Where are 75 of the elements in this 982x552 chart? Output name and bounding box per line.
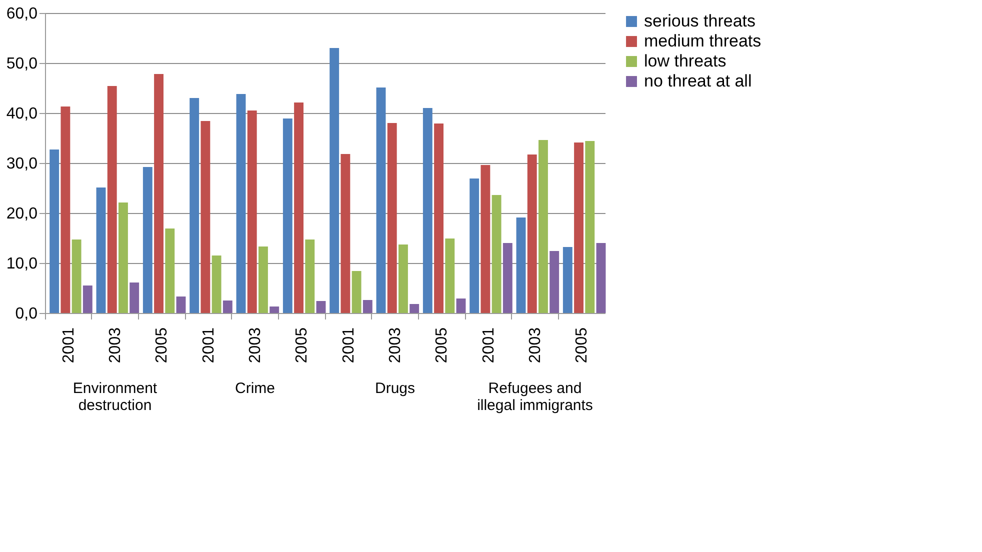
bar [434,124,444,313]
legend-label: no threat at all [644,72,752,90]
bar [538,140,548,313]
x-tick-label: 2005 [574,327,591,364]
bar [574,142,584,313]
bar [585,141,595,313]
y-tick-label: 10,0 [6,256,38,272]
bar [282,118,292,313]
y-tick-label: 40,0 [6,106,38,122]
text: Environment destruction [72,380,158,414]
y-tick-label: 60,0 [6,6,38,22]
bar [294,102,304,313]
y-tick-label: 20,0 [6,206,38,222]
bar [305,240,315,313]
text: Refugees and illegal immigrants [477,380,593,414]
bar [502,243,512,313]
legend-label: low threats [644,52,726,70]
bar [82,286,92,313]
bar [340,154,350,313]
bar [96,188,106,313]
bar [562,247,572,313]
bar [470,178,480,313]
bar [176,296,186,313]
x-tick-label: 2005 [434,327,451,364]
bar [270,306,280,313]
bar [422,108,432,313]
bar [118,202,128,313]
x-tick-label: 2003 [527,327,544,364]
bar [352,271,362,313]
x-tick-label: 2001 [340,327,358,364]
x-tick-label: 2001 [60,327,78,364]
bar [212,256,222,313]
bar [445,238,455,313]
bar [316,301,326,313]
bar [60,106,70,313]
bar [50,150,60,313]
bar [480,165,490,313]
y-tick-label: 30,0 [6,156,38,172]
bar [410,304,420,313]
bar [330,48,340,313]
text: Crime [235,380,275,397]
text: Drugs [374,380,416,397]
bar [456,298,466,313]
x-tick-label: 2001 [200,327,218,364]
bar [247,110,257,313]
bar [492,195,502,313]
x-tick-label: 2003 [387,327,404,364]
bar [376,88,386,313]
bar [222,300,232,313]
legend-label: medium threats [644,32,762,50]
bar [387,123,397,313]
bar [72,240,82,313]
bar [516,218,526,313]
bar [398,244,408,313]
x-tick-label: 2005 [294,327,311,364]
bar [165,228,175,313]
bar [236,94,246,313]
x-tick-label: 2001 [480,327,498,364]
bar [550,251,560,313]
y-tick-label: 0,0 [15,306,38,322]
bar [258,246,268,313]
x-tick-label: 2003 [107,327,124,364]
bar [362,300,372,313]
bar [130,282,140,313]
bar [527,154,537,313]
x-tick-label: 2003 [247,327,264,364]
bar [596,243,606,313]
bar [154,74,164,313]
y-tick-label: 50,0 [6,56,38,72]
bar [200,121,210,313]
bar [142,167,152,313]
bar [107,86,117,313]
x-tick-label: 2005 [154,327,171,364]
bar [190,98,200,313]
legend-label: serious threats [644,12,756,30]
